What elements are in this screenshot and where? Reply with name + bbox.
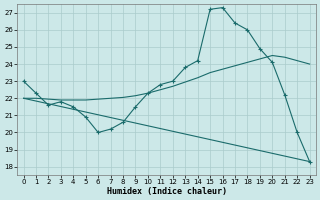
X-axis label: Humidex (Indice chaleur): Humidex (Indice chaleur) bbox=[107, 187, 227, 196]
